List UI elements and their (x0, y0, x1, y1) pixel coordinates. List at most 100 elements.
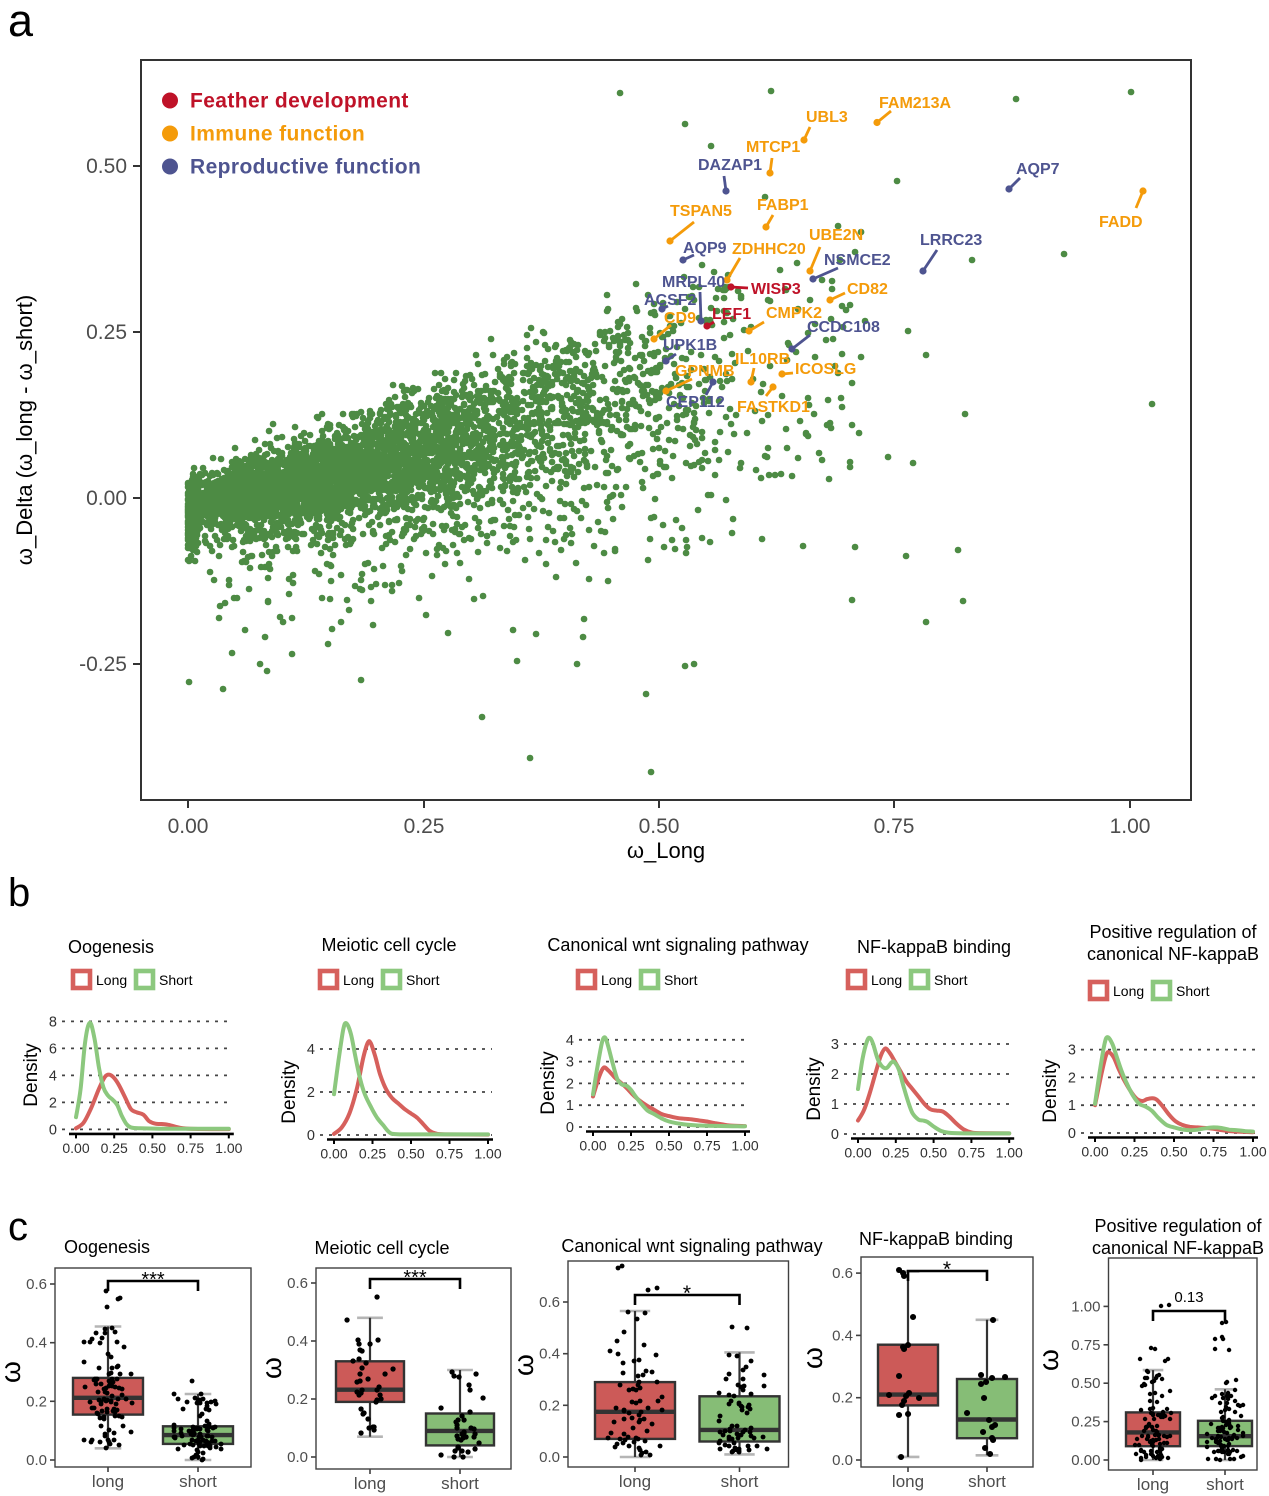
svg-text:***: *** (403, 1267, 427, 1289)
svg-text:2: 2 (1068, 1070, 1076, 1086)
svg-text:0.2: 0.2 (832, 1390, 853, 1407)
svg-text:0.6: 0.6 (539, 1294, 560, 1311)
svg-text:Density: Density (538, 1051, 559, 1115)
svg-text:FADD: FADD (1099, 214, 1143, 231)
svg-text:CD82: CD82 (847, 281, 888, 298)
svg-text:-0.25: -0.25 (79, 653, 127, 676)
svg-text:1.00: 1.00 (215, 1140, 242, 1156)
svg-text:0.00: 0.00 (1071, 1452, 1100, 1469)
svg-text:Long: Long (601, 972, 632, 988)
svg-text:0.75: 0.75 (874, 815, 915, 838)
svg-text:a: a (8, 0, 34, 46)
svg-text:short: short (968, 1472, 1006, 1491)
svg-text:0.25: 0.25 (882, 1145, 909, 1161)
svg-text:AQP7: AQP7 (1016, 161, 1060, 178)
svg-text:CCDC108: CCDC108 (807, 319, 880, 336)
svg-text:Canonical wnt signaling pathwa: Canonical wnt signaling pathway (561, 1236, 822, 1256)
svg-text:short: short (721, 1472, 759, 1491)
svg-text:0.25: 0.25 (359, 1146, 386, 1162)
svg-text:3: 3 (831, 1037, 839, 1053)
svg-text:0.0: 0.0 (539, 1449, 560, 1466)
svg-text:canonical NF-kappaB: canonical NF-kappaB (1092, 1238, 1264, 1258)
svg-text:0.4: 0.4 (539, 1346, 560, 1363)
svg-text:Short: Short (406, 972, 440, 988)
svg-text:0.00: 0.00 (579, 1138, 606, 1154)
svg-text:1: 1 (831, 1097, 839, 1113)
svg-text:Meiotic cell cycle: Meiotic cell cycle (314, 1238, 449, 1258)
svg-text:0.75: 0.75 (1200, 1144, 1227, 1160)
svg-text:0.25: 0.25 (1071, 1414, 1100, 1431)
svg-text:2: 2 (831, 1067, 839, 1083)
svg-text:0: 0 (566, 1120, 574, 1136)
svg-text:GPNMB: GPNMB (675, 363, 735, 380)
svg-text:short: short (179, 1472, 217, 1491)
svg-text:short: short (441, 1474, 479, 1493)
svg-text:0.50: 0.50 (920, 1145, 947, 1161)
svg-text:DAZAP1: DAZAP1 (698, 157, 762, 174)
svg-text:0.00: 0.00 (168, 815, 209, 838)
svg-text:CD9: CD9 (664, 310, 696, 327)
svg-text:*: * (683, 1282, 691, 1305)
svg-text:ω_Long: ω_Long (627, 838, 705, 863)
svg-text:IL10RB: IL10RB (735, 351, 790, 368)
svg-text:Positive regulation of: Positive regulation of (1089, 922, 1257, 942)
svg-text:Short: Short (1176, 983, 1210, 999)
svg-text:Immune function: Immune function (190, 123, 365, 146)
svg-text:0.0: 0.0 (26, 1452, 47, 1469)
svg-text:0.50: 0.50 (139, 1140, 166, 1156)
svg-text:UBL3: UBL3 (806, 109, 848, 126)
svg-text:0.50: 0.50 (639, 815, 680, 838)
svg-text:1.00: 1.00 (996, 1145, 1023, 1161)
svg-text:0.75: 0.75 (1071, 1337, 1100, 1354)
svg-text:3: 3 (1068, 1043, 1076, 1059)
svg-text:0.13: 0.13 (1174, 1289, 1203, 1306)
svg-text:ω: ω (797, 1347, 828, 1369)
svg-text:1: 1 (1068, 1098, 1076, 1114)
svg-text:LEF1: LEF1 (712, 306, 751, 323)
svg-text:MTCP1: MTCP1 (746, 139, 800, 156)
svg-text:NSMCE2: NSMCE2 (824, 252, 891, 269)
svg-text:FABP1: FABP1 (757, 197, 809, 214)
svg-text:0.6: 0.6 (832, 1265, 853, 1282)
svg-text:short: short (1206, 1475, 1244, 1494)
svg-text:Density: Density (804, 1057, 825, 1121)
svg-text:Short: Short (664, 972, 698, 988)
svg-text:0.00: 0.00 (62, 1140, 89, 1156)
svg-text:CMPK2: CMPK2 (766, 305, 822, 322)
svg-text:1: 1 (566, 1098, 574, 1114)
svg-text:0.2: 0.2 (287, 1391, 308, 1408)
svg-text:Meiotic cell cycle: Meiotic cell cycle (321, 935, 456, 955)
svg-text:1.00: 1.00 (474, 1146, 501, 1162)
svg-text:3: 3 (566, 1055, 574, 1071)
svg-text:UBE2N: UBE2N (809, 227, 863, 244)
svg-text:canonical NF-kappaB: canonical NF-kappaB (1087, 944, 1259, 964)
svg-text:long: long (92, 1472, 124, 1491)
svg-text:TSPAN5: TSPAN5 (670, 203, 732, 220)
svg-text:*: * (943, 1258, 951, 1281)
svg-text:ω: ω (1033, 1349, 1064, 1371)
svg-text:long: long (354, 1474, 386, 1493)
svg-text:WISP3: WISP3 (751, 281, 801, 298)
svg-text:6: 6 (49, 1041, 57, 1057)
svg-text:CEP112: CEP112 (666, 394, 725, 411)
svg-text:0.25: 0.25 (86, 321, 127, 344)
svg-text:Feather development: Feather development (190, 90, 409, 113)
svg-text:Long: Long (96, 972, 127, 988)
svg-text:c: c (8, 1205, 28, 1249)
svg-text:0.75: 0.75 (436, 1146, 463, 1162)
svg-text:0: 0 (1068, 1126, 1076, 1142)
svg-text:ACSF2: ACSF2 (644, 292, 697, 309)
svg-text:Short: Short (159, 972, 193, 988)
svg-text:Density: Density (1040, 1059, 1061, 1123)
svg-text:ω_Delta (ω_long - ω_short): ω_Delta (ω_long - ω_short) (12, 295, 37, 565)
svg-text:2: 2 (49, 1095, 57, 1111)
svg-text:FAM213A: FAM213A (879, 95, 951, 112)
svg-text:Long: Long (871, 972, 902, 988)
svg-text:NF-kappaB binding: NF-kappaB binding (859, 1229, 1013, 1249)
svg-text:Short: Short (934, 972, 968, 988)
svg-text:0.75: 0.75 (177, 1140, 204, 1156)
svg-text:0.25: 0.25 (1121, 1144, 1148, 1160)
svg-text:Density: Density (279, 1060, 300, 1124)
svg-text:0.50: 0.50 (1071, 1375, 1100, 1392)
svg-text:Positive regulation of: Positive regulation of (1094, 1216, 1262, 1236)
